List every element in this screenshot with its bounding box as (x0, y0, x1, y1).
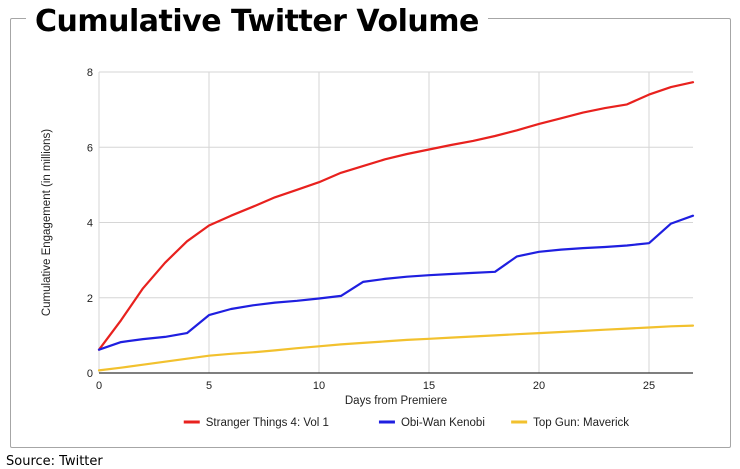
x-tick-label: 5 (206, 380, 212, 392)
y-tick-label: 8 (87, 67, 93, 79)
legend-label-2: Obi-Wan Kenobi (401, 417, 485, 429)
page-title: Cumulative Twitter Volume (26, 2, 488, 42)
source-note: Source: Twitter (6, 454, 103, 469)
y-tick-label: 0 (87, 368, 93, 380)
legend-label-3: Top Gun: Maverick (533, 417, 629, 429)
x-tick-label: 15 (423, 380, 435, 392)
y-tick-label: 6 (87, 142, 93, 154)
x-tick-label: 0 (96, 380, 102, 392)
series-line-1 (97, 81, 695, 351)
y-axis-label: Cumulative Engagement (in millions) (41, 129, 53, 316)
x-tick-label: 10 (313, 380, 325, 392)
series-line-3 (97, 324, 695, 372)
y-tick-label: 2 (87, 293, 93, 305)
x-tick-label: 25 (643, 380, 655, 392)
y-tick-label: 4 (87, 218, 93, 230)
series-line-2 (97, 214, 695, 351)
x-tick-label: 20 (533, 380, 545, 392)
x-axis-label: Days from Premiere (345, 395, 447, 407)
legend-label-1: Stranger Things 4: Vol 1 (206, 417, 329, 429)
